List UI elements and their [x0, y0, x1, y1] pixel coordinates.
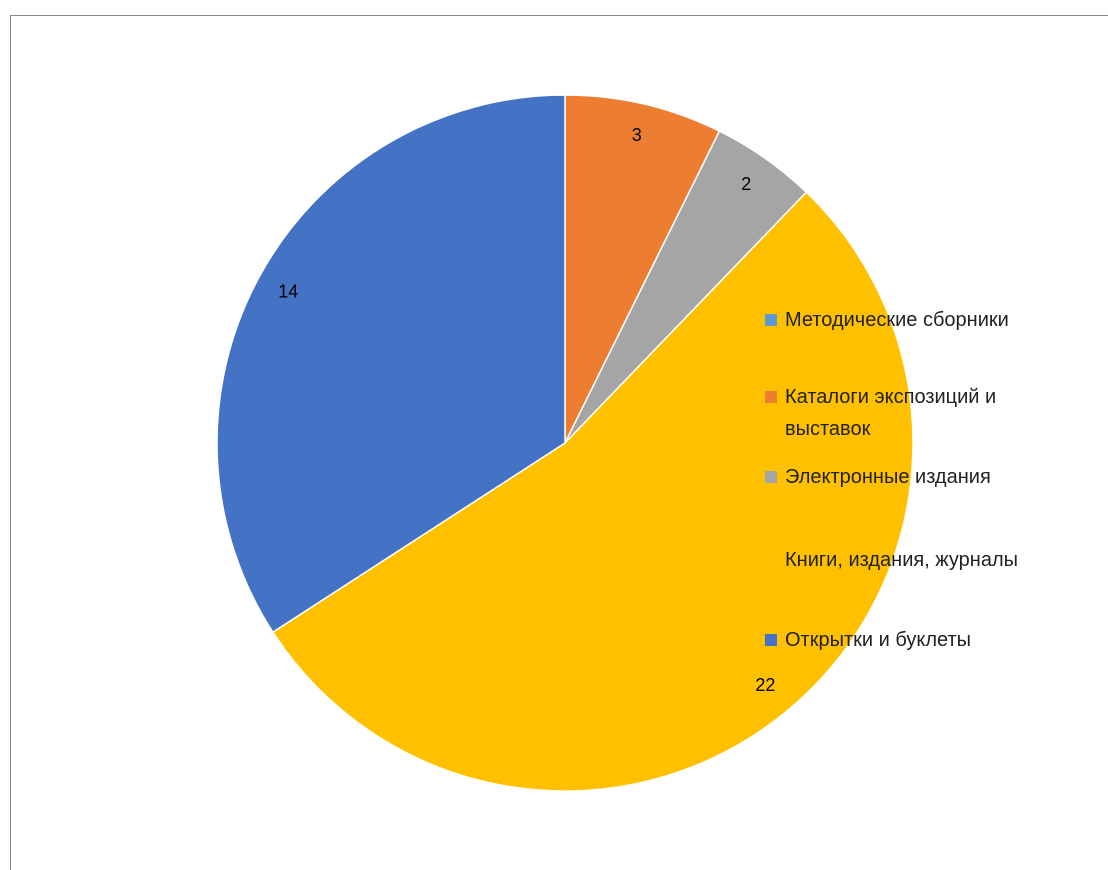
legend-item: Каталоги экспозиций и выставок [765, 381, 1065, 445]
data-label: 22 [755, 675, 775, 695]
legend-item: Электронные издания [765, 461, 1065, 493]
legend-item: Книги, издания, журналы [765, 544, 1065, 576]
pie-slice [564, 94, 721, 444]
legend-swatch [765, 554, 777, 566]
legend-label: Книги, издания, журналы [785, 549, 1019, 571]
legend-label: Открытки и буклеты [785, 629, 971, 651]
legend-item: Методические сборники [765, 304, 1065, 336]
legend-swatch [765, 634, 777, 646]
data-label: 3 [632, 125, 642, 145]
data-label: 14 [278, 281, 298, 301]
legend-label: Электронные издания [785, 466, 991, 488]
pie-slice [216, 94, 566, 634]
legend-item: Открытки и буклеты [765, 624, 1065, 656]
legend-swatch [765, 314, 777, 326]
frame [10, 15, 1108, 870]
legend-label: Каталоги экспозиций и выставок [785, 386, 997, 440]
legend-swatch [765, 471, 777, 483]
legend-swatch [765, 391, 777, 403]
pie-slice [271, 191, 914, 792]
data-label: 2 [741, 174, 751, 194]
legend-label: Методические сборники [785, 309, 1009, 331]
